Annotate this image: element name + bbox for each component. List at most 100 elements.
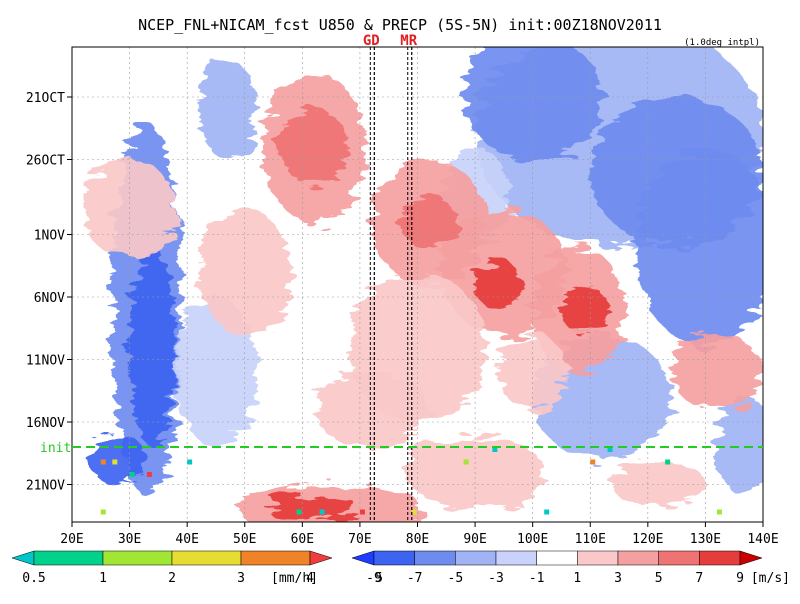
x-tick-label: 110E (575, 532, 606, 547)
x-tick-label: 140E (747, 532, 778, 547)
precip-colorbar-swatch (309, 550, 333, 566)
x-tick-label: 60E (291, 532, 314, 547)
precip-cell (187, 459, 193, 465)
field-patch (400, 197, 458, 247)
init-label: init (40, 441, 71, 456)
precip-colorbar-label: 2 (168, 571, 176, 586)
u850-colorbar-label: -9 (366, 571, 382, 586)
precip-cell (463, 459, 469, 465)
u850-colorbar-label: -5 (448, 571, 464, 586)
x-tick-label: 70E (348, 532, 371, 547)
precip-cell (607, 447, 613, 452)
u850-colorbar-swatch (617, 550, 659, 566)
u850-colorbar-swatch (536, 550, 578, 566)
precip-cell (665, 459, 671, 465)
u850-field (72, 47, 763, 522)
field-patch (279, 109, 349, 185)
precip-cell (319, 509, 325, 515)
precip-colorbar-swatch (171, 550, 242, 566)
precip-colorbar-swatch (11, 550, 35, 566)
field-patch (175, 297, 257, 447)
x-tick-label: 50E (233, 532, 256, 547)
y-tick-label: 1NOV (34, 229, 65, 244)
u850-colorbar-swatch (699, 550, 741, 566)
x-tick-label: 20E (60, 532, 83, 547)
field-patch (475, 259, 522, 310)
u850-colorbar-label: 7 (695, 571, 703, 586)
precip-cell (146, 472, 152, 477)
precip-colorbar-label: 0.5 (22, 571, 45, 586)
x-tick-label: 40E (175, 532, 198, 547)
field-patch (129, 247, 176, 447)
precip-colorbar-label: 4 (306, 571, 314, 586)
chart-subtitle: (1.0deg intpl) (684, 38, 760, 48)
u850-colorbar-label: -7 (407, 571, 423, 586)
u850-colorbar-swatch (658, 550, 700, 566)
precip-colorbar-unit: [mm/h] (271, 571, 318, 586)
marker-label: GD (363, 33, 380, 49)
grid-lines (72, 47, 763, 522)
field-patch (198, 59, 257, 160)
precip-cell (129, 472, 135, 477)
y-axis: 21OCT 26OCT 1NOV 6NOV 11NOV 16NOV 21NOV (26, 91, 72, 494)
field-patch (313, 372, 430, 447)
precip-cell (590, 459, 596, 465)
precip-colorbar-swatch (102, 550, 173, 566)
u850-colorbar-label: 9 (736, 571, 744, 586)
u850-colorbar-label: 1 (573, 571, 581, 586)
precip-field (100, 447, 722, 527)
y-tick-label: 11NOV (26, 354, 65, 369)
u850-colorbar-label: 5 (655, 571, 663, 586)
init-marker: init (40, 441, 763, 456)
precip-cell (112, 459, 118, 465)
precip-cell (100, 459, 106, 465)
marker-lines: GD MR (363, 33, 418, 522)
y-tick-label: 21OCT (26, 91, 65, 106)
u850-colorbar-swatch (495, 550, 537, 566)
u850-colorbar-label: -3 (488, 571, 504, 586)
y-tick-label: 26OCT (26, 154, 65, 169)
x-tick-label: 120E (632, 532, 663, 547)
field-patch (89, 434, 147, 485)
u850-colorbar-swatch (577, 550, 619, 566)
precip-cell (492, 447, 498, 452)
y-tick-label: 6NOV (34, 291, 65, 306)
precip-colorbar-swatch (33, 550, 104, 566)
y-tick-label: 16NOV (26, 416, 65, 431)
field-patch (561, 284, 608, 335)
marker-label: MR (400, 33, 417, 49)
u850-colorbar-label: 3 (614, 571, 622, 586)
x-tick-label: 30E (118, 532, 141, 547)
precip-colorbar-swatch (240, 550, 311, 566)
precip-colorbar-label: 3 (237, 571, 245, 586)
precip-cell (296, 509, 302, 515)
u850-colorbar-swatch (739, 550, 763, 566)
chart-title: NCEP_FNL+NICAM_fcst U850 & PRECP (5S-5N)… (138, 16, 662, 34)
field-patch (83, 159, 176, 260)
u850-colorbar-swatch (373, 550, 415, 566)
x-tick-label: 130E (690, 532, 721, 547)
y-tick-label: 21NOV (26, 479, 65, 494)
x-tick-label: 90E (463, 532, 486, 547)
precip-cell (716, 509, 722, 515)
u850-colorbar-unit: [m/s] (751, 571, 790, 586)
precip-colorbar-label: 1 (99, 571, 107, 586)
u850-colorbar-swatch (414, 550, 456, 566)
precip-colorbar: 0.5 1 2 3 4 5 (11, 550, 383, 586)
x-axis: 20E 30E 40E 50E 60E 70E 80E 90E 100E 110E 120E 130E… (60, 522, 779, 547)
u850-colorbar-swatch (351, 550, 375, 566)
field-patch (613, 459, 706, 510)
field-patch (267, 497, 360, 522)
field-patch (670, 334, 763, 410)
precip-cell (291, 522, 296, 527)
x-tick-label: 100E (517, 532, 548, 547)
precip-cell (411, 509, 417, 515)
precip-cell (544, 509, 550, 515)
u850-colorbar-label: -1 (529, 571, 545, 586)
precip-colorbar-label: 5 (375, 571, 383, 586)
u850-colorbar: -9 -7 -5 -3 -1 1 3 5 7 9 (351, 550, 763, 586)
precip-cell (359, 509, 365, 515)
u850-colorbar-swatch (455, 550, 497, 566)
